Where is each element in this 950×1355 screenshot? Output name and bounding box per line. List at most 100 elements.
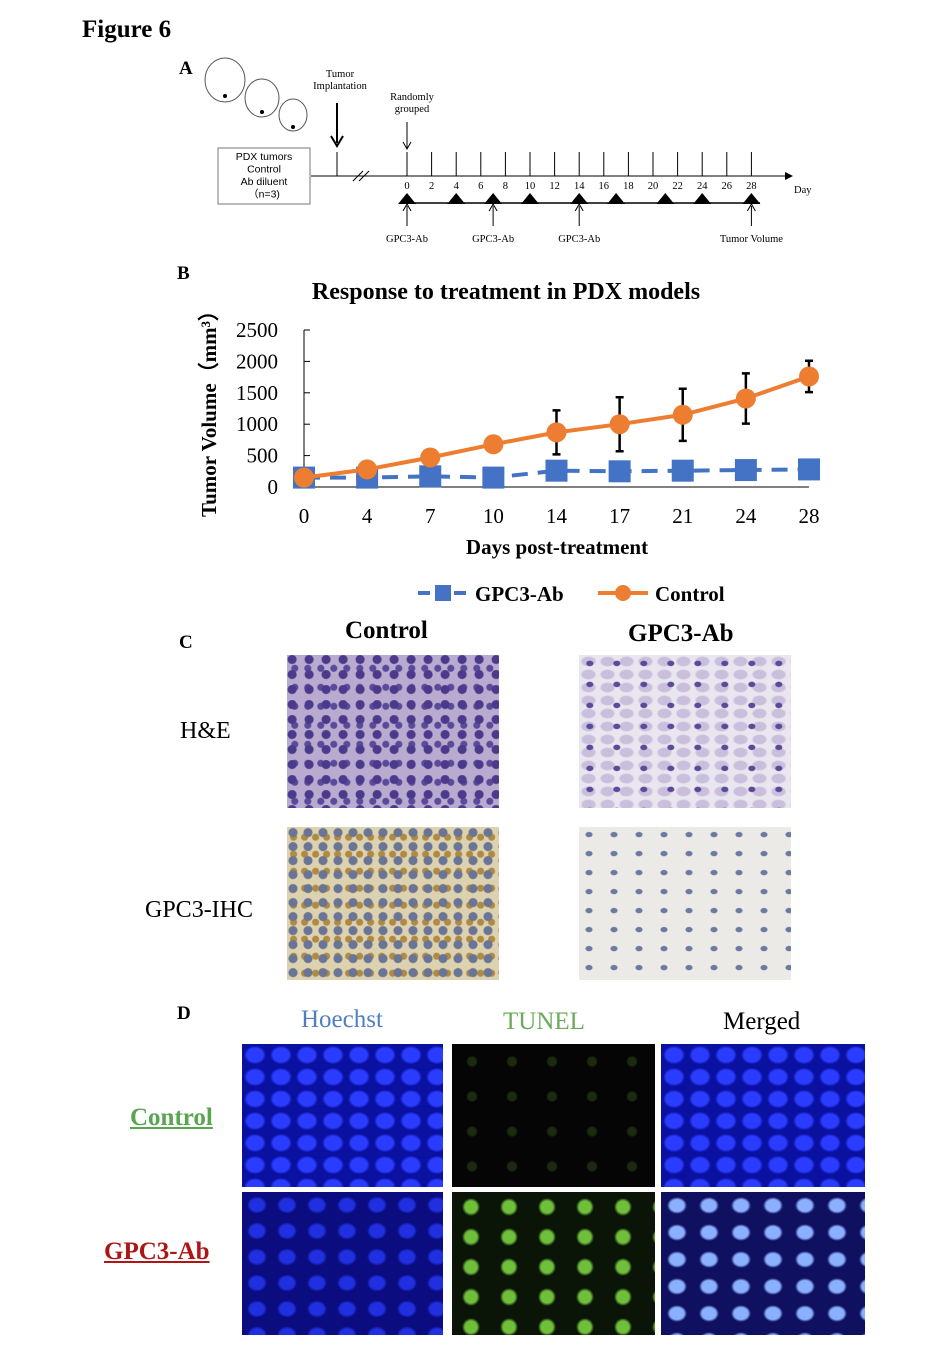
measurement-triangle-icon xyxy=(607,193,626,204)
fluor-row-gpc3-ab: GPC3-Ab xyxy=(104,1238,210,1265)
grouped-label: grouped xyxy=(395,104,430,115)
fluor-header-hoechst: Hoechst xyxy=(301,1006,383,1033)
y-tick-label: 1500 xyxy=(236,381,278,405)
event-label: GPC3-Ab xyxy=(472,234,514,245)
arrow-up-icon xyxy=(746,202,756,212)
hoechst-gpc3-ab-image xyxy=(242,1192,443,1335)
merged-control-image xyxy=(661,1044,865,1187)
day-tick-label: 14 xyxy=(574,181,585,192)
grouped-label: Randomly xyxy=(390,92,434,103)
day-tick-label: 28 xyxy=(746,181,757,192)
data-point-GPC3-Ab xyxy=(545,459,568,482)
data-point-Control xyxy=(294,467,314,488)
tumor-volume-chart: Response to treatment in PDX models 0 500 1… xyxy=(197,279,820,606)
data-point-GPC3-Ab xyxy=(419,465,442,488)
event-label: GPC3-Ab xyxy=(558,234,600,245)
series-line-GPC3-Ab xyxy=(304,467,810,480)
x-tick-label: 10 xyxy=(483,504,504,528)
figure-title: Figure 6 xyxy=(82,16,172,43)
tunel-gpc3-ab-image xyxy=(452,1192,655,1335)
hoechst-control-image xyxy=(242,1044,443,1187)
y-tick-label: 500 xyxy=(247,444,279,468)
chart-title: Response to treatment in PDX models xyxy=(312,279,700,305)
legend-circle-icon xyxy=(615,585,631,601)
group-box-line: Control xyxy=(247,164,281,176)
x-tick-label: 28 xyxy=(799,504,820,528)
panel-label-c: C xyxy=(179,632,193,653)
x-axis-label: Days post-treatment xyxy=(466,535,648,559)
y-tick-label: 2500 xyxy=(236,318,278,342)
group-box xyxy=(217,147,311,205)
day-tick-label: 22 xyxy=(672,181,683,192)
arrow-down-icon xyxy=(330,135,344,148)
arrow-up-icon xyxy=(488,202,498,212)
x-tick-label: 4 xyxy=(362,504,373,528)
event-label: Tumor Volume xyxy=(720,234,783,245)
x-tick-label: 21 xyxy=(672,504,693,528)
ihc-gpc3-ab-image xyxy=(579,827,791,980)
y-tick-label: 0 xyxy=(268,475,279,499)
data-point-GPC3-Ab xyxy=(734,459,757,482)
y-tick-label: 1000 xyxy=(236,412,278,436)
implantation-label: Tumor xyxy=(326,69,355,80)
mouse-icon xyxy=(204,57,246,103)
he-control-image xyxy=(287,655,499,808)
group-box-line: Ab diluent xyxy=(241,176,288,188)
histology-row-ihc: GPC3-IHC xyxy=(145,897,254,923)
measurement-triangle-icon xyxy=(742,193,761,204)
he-gpc3-ab-image xyxy=(579,655,791,808)
data-point-GPC3-Ab xyxy=(608,460,631,483)
arrow-up-icon xyxy=(574,202,584,212)
data-point-Control xyxy=(609,414,630,435)
fluor-header-merged: Merged xyxy=(723,1008,801,1035)
day-tick-label: 6 xyxy=(478,181,483,192)
day-tick-label: 8 xyxy=(503,181,508,192)
legend-square-icon xyxy=(435,585,451,601)
histology-header-gpc3-ab: GPC3-Ab xyxy=(628,620,734,647)
implantation-label: Implantation xyxy=(313,81,367,92)
day-tick-label: 4 xyxy=(454,181,460,192)
mouse-nose-icon xyxy=(260,110,264,114)
tunel-control-image xyxy=(452,1044,655,1187)
measurement-triangle-icon xyxy=(447,193,466,204)
arrow-down-icon xyxy=(402,141,412,151)
data-point-GPC3-Ab xyxy=(671,459,694,482)
day-axis-label: Day xyxy=(794,185,812,196)
mouse-nose-icon xyxy=(223,94,227,98)
day-tick-label: 26 xyxy=(722,181,733,192)
fluor-header-tunel: TUNEL xyxy=(503,1008,585,1035)
day-tick-label: 20 xyxy=(648,181,659,192)
mouse-icon xyxy=(278,98,308,132)
x-tick-label: 14 xyxy=(546,504,568,528)
x-tick-label: 17 xyxy=(609,504,630,528)
ihc-control-image xyxy=(287,827,499,980)
group-box-line: PDX tumors xyxy=(236,151,293,163)
measurement-triangle-icon xyxy=(484,193,503,204)
group-box-line: （n=3) xyxy=(248,189,280,201)
y-axis-label: Tumor Volume（mm³） xyxy=(197,300,221,517)
data-point-Control xyxy=(357,459,378,480)
y-tick-label: 2000 xyxy=(236,349,278,373)
merged-gpc3-ab-image xyxy=(661,1192,865,1335)
fluor-row-control: Control xyxy=(130,1104,213,1131)
data-point-Control xyxy=(799,366,819,387)
panel-label-b: B xyxy=(177,263,190,284)
data-point-Control xyxy=(420,447,441,468)
x-tick-label: 0 xyxy=(299,504,310,528)
axis-break-icon xyxy=(352,170,370,182)
data-point-GPC3-Ab xyxy=(482,466,505,489)
axis-arrow-icon xyxy=(785,172,793,180)
panel-label-d: D xyxy=(177,1003,191,1024)
data-point-Control xyxy=(735,388,756,409)
histology-header-control: Control xyxy=(345,617,428,644)
data-point-Control xyxy=(672,404,693,425)
data-point-Control xyxy=(483,434,504,455)
data-point-Control xyxy=(546,422,567,443)
legend-label: GPC3-Ab xyxy=(475,582,564,606)
event-label: GPC3-Ab xyxy=(386,234,428,245)
day-tick-label: 0 xyxy=(404,181,409,192)
measurement-triangle-icon xyxy=(398,193,416,204)
arrow-up-icon xyxy=(402,202,412,212)
